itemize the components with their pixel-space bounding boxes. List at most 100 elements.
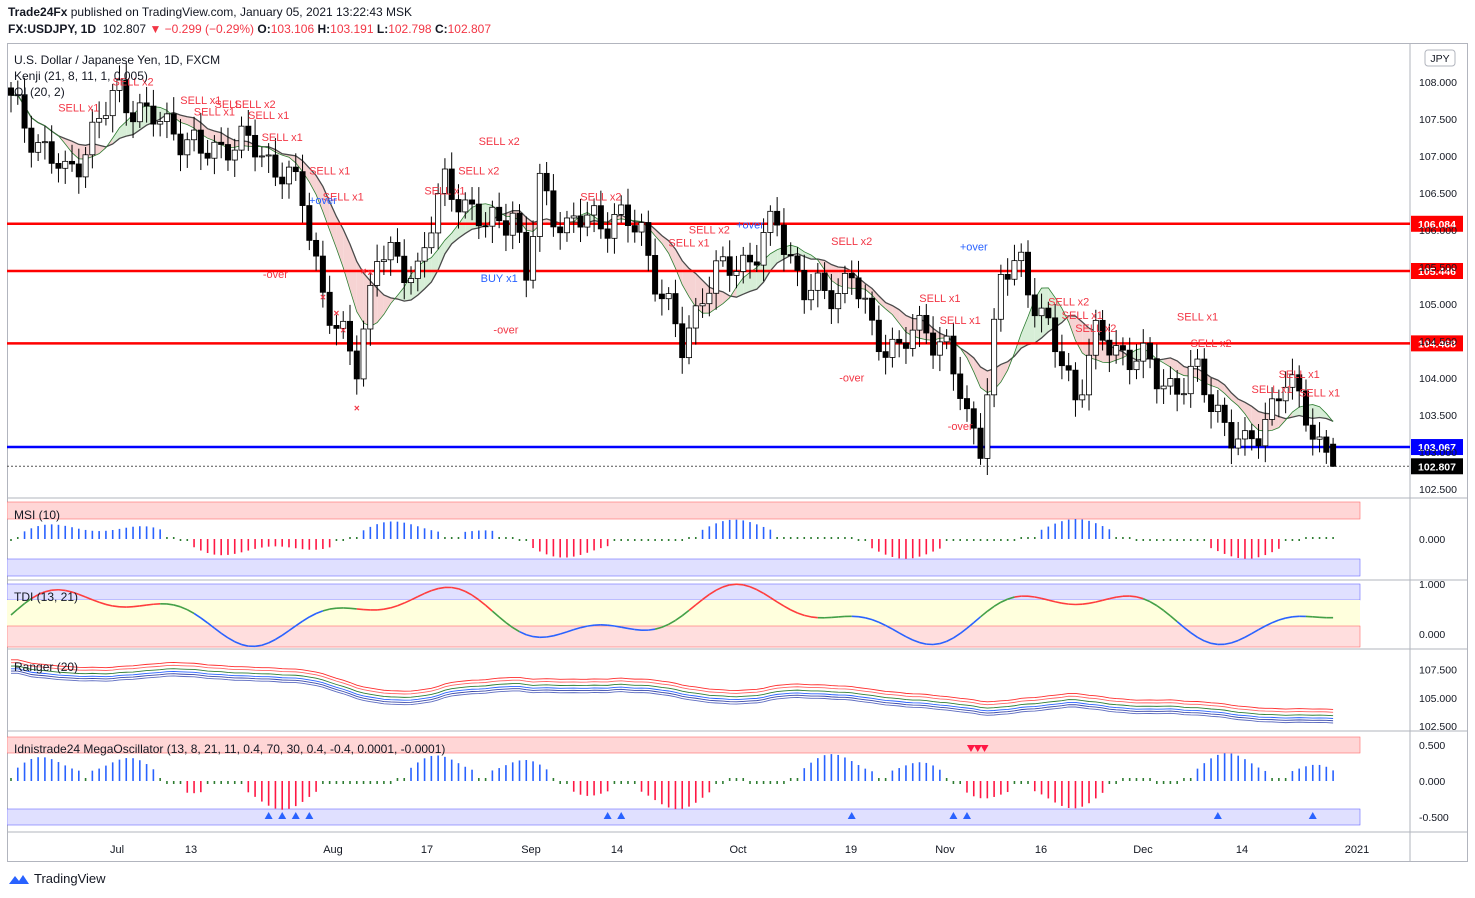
- msi-bar: [1020, 537, 1023, 539]
- mega-bar: [600, 781, 602, 794]
- tdi-segment: [1061, 602, 1069, 605]
- tdi-segment: [390, 604, 398, 609]
- ranger-band-line: [10, 668, 1334, 719]
- candle-body: [1208, 394, 1215, 413]
- tdi-segment: [403, 599, 412, 604]
- candle-body: [238, 125, 245, 151]
- change: ▼ −0.299 (−0.29%): [149, 22, 255, 36]
- mega-bar: [776, 781, 778, 784]
- candle-body: [875, 319, 882, 353]
- mega-bar: [1040, 781, 1043, 795]
- mega-bar: [139, 760, 141, 781]
- mega-bar: [783, 781, 785, 784]
- tdi-segment: [1109, 596, 1117, 600]
- candle-body: [245, 125, 252, 136]
- mega-bar: [152, 769, 155, 781]
- tdi-segment: [295, 620, 303, 627]
- tdi-segment: [566, 628, 574, 633]
- mega-bar: [681, 781, 684, 809]
- ma-band-segment: [695, 273, 703, 314]
- candle-body: [1045, 307, 1052, 319]
- mega-bar: [857, 765, 860, 781]
- msi-bar: [437, 531, 439, 539]
- candle-body: [706, 292, 713, 305]
- msi-bar: [647, 539, 650, 541]
- msi-bar: [179, 539, 182, 541]
- ma-band-segment: [885, 302, 893, 315]
- price-axis[interactable]: 108.000 107.500 107.000 106.500 106.000 105.5…: [1419, 77, 1457, 824]
- msi-bar: [844, 537, 846, 539]
- oi-legend: OI (20, 2): [14, 85, 65, 99]
- msi-bar: [328, 539, 331, 548]
- tdi-segment: [702, 593, 710, 601]
- tdi-segment: [1082, 602, 1090, 606]
- msi-bar: [125, 527, 128, 539]
- price-tick: 105.000: [1419, 299, 1457, 311]
- ma-band-segment: [336, 216, 344, 268]
- candle-body: [326, 291, 333, 326]
- mega-bar: [1067, 781, 1070, 809]
- buy-triangle-icon: [949, 812, 958, 819]
- msi-bar: [898, 539, 900, 559]
- candle-body: [1140, 342, 1147, 362]
- tdi-segment: [356, 608, 364, 611]
- chart-frame: [7, 43, 1468, 862]
- horizontal-levels[interactable]: 106.084 105.446 104.468 103.067 102.807: [7, 215, 1463, 475]
- tdi-segment: [30, 593, 39, 600]
- tdi-segment: [478, 599, 487, 606]
- mega-bar: [918, 762, 921, 781]
- mega-bar: [430, 755, 433, 781]
- mega-bar: [932, 765, 934, 781]
- msi-bar: [1128, 537, 1131, 539]
- publisher[interactable]: Trade24Fx: [8, 5, 68, 19]
- tdi-segment: [1149, 600, 1158, 607]
- tdi-segment: [980, 610, 988, 618]
- brand-name[interactable]: TradingView: [34, 871, 106, 886]
- ma-band-segment: [99, 145, 106, 154]
- mega-bar: [749, 781, 751, 784]
- tdi-segment: [932, 642, 940, 646]
- signal-label: SELL x1: [309, 166, 350, 178]
- chart-canvas[interactable]: 106.084 105.446 104.468 103.067 102.807 SELL…: [7, 43, 1468, 862]
- ma-band-segment: [1170, 357, 1178, 373]
- tdi-segment: [485, 604, 493, 612]
- candle-body: [1187, 365, 1194, 395]
- mega-bar: [50, 759, 53, 781]
- ma-band-segment: [1217, 380, 1225, 394]
- candle-body: [252, 134, 259, 158]
- candle-body: [672, 293, 679, 325]
- ma-band-segment: [397, 286, 405, 302]
- mega-bar: [274, 781, 277, 809]
- candle-body: [285, 166, 292, 185]
- mega-bar: [1054, 781, 1056, 803]
- candle-body: [611, 214, 618, 239]
- msi-bar: [64, 525, 67, 539]
- msi-bar: [993, 539, 995, 541]
- buy-triangle-icon: [617, 812, 626, 819]
- tdi-segment: [410, 595, 419, 601]
- mega-bar: [762, 781, 765, 784]
- currency-badge[interactable]: [1424, 49, 1456, 67]
- msi-bar: [349, 537, 351, 539]
- msi-bar: [118, 528, 121, 539]
- candle-body: [733, 271, 740, 276]
- tdi-segment: [715, 586, 724, 591]
- tdi-segment: [498, 616, 507, 624]
- time-axis[interactable]: Jul 13 Aug 17 Sep 14 Oct 19 Nov 16 Dec 14 2021: [110, 844, 1369, 856]
- ma-band-segment: [72, 141, 79, 159]
- tdi-segment: [424, 589, 432, 595]
- msi-bar: [945, 539, 948, 541]
- candle-body: [1194, 358, 1201, 367]
- signal-label: SELL x2: [1048, 296, 1089, 308]
- candle-body: [475, 203, 482, 227]
- candle-body: [170, 113, 177, 135]
- mega-bar: [593, 781, 595, 796]
- ma-band-segment: [105, 137, 113, 148]
- mega-bar: [16, 767, 19, 781]
- mega-bar: [1284, 778, 1287, 781]
- msi-bar: [1230, 539, 1233, 557]
- low-value: 102.798: [388, 22, 432, 36]
- ranger-title: Ranger (20): [14, 660, 78, 674]
- mega-bar: [769, 781, 772, 784]
